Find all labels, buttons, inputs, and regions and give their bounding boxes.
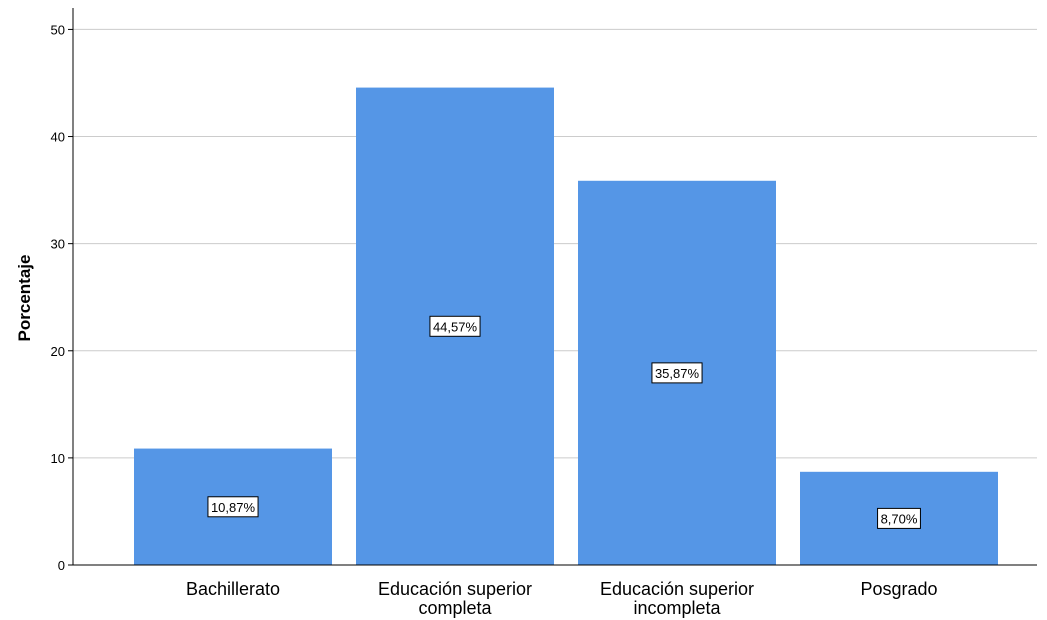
data-label-box xyxy=(207,496,259,518)
x-category-label: Educación superior completa xyxy=(378,579,532,618)
y-tick-label: 0 xyxy=(58,558,65,573)
data-label-box xyxy=(651,362,703,384)
y-tick-label: 10 xyxy=(51,451,65,466)
axes xyxy=(72,8,1037,566)
y-axis-title: Porcentaje xyxy=(15,255,34,342)
x-category-label: Bachillerato xyxy=(186,579,280,599)
data-label-box xyxy=(429,315,481,337)
data-label-2: 35,87% xyxy=(651,362,703,384)
x-category-label: Educación superior incompleta xyxy=(600,579,754,618)
x-category-labels: Bachillerato Educación superior completa Ed… xyxy=(186,579,938,618)
y-tick-label: 30 xyxy=(51,237,65,252)
x-category-label: Posgrado xyxy=(860,579,937,599)
data-label-box xyxy=(877,507,921,529)
data-label-3: 8,70% xyxy=(877,507,921,529)
y-tick-labels: 0 10 20 30 40 50 xyxy=(51,22,73,573)
data-label-text: 35,87% xyxy=(655,366,700,381)
data-labels: 10,87% 44,57% 35,87% 8,70% xyxy=(207,315,921,529)
data-label-0: 10,87% xyxy=(207,496,259,518)
data-label-text: 8,70% xyxy=(881,511,918,526)
y-tick-label: 50 xyxy=(51,22,65,37)
bars xyxy=(134,87,998,566)
y-tick-label: 20 xyxy=(51,344,65,359)
data-label-text: 44,57% xyxy=(433,319,478,334)
gridlines xyxy=(73,28,1037,459)
y-tick-label: 40 xyxy=(51,130,65,145)
data-label-1: 44,57% xyxy=(429,315,481,337)
data-label-text: 10,87% xyxy=(211,500,256,515)
